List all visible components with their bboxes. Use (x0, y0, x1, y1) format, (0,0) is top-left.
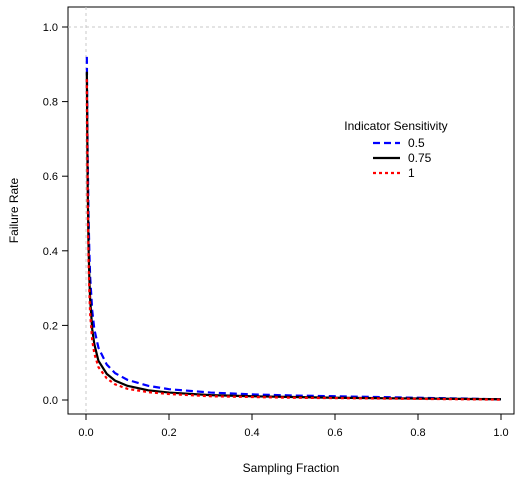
legend-label: 0.75 (408, 151, 432, 165)
y-tick-label: 0.6 (43, 171, 58, 183)
x-tick-label: 0.6 (327, 427, 342, 439)
legend: Indicator Sensitivity 0.50.751 (344, 119, 447, 180)
y-tick-label: 0.0 (43, 395, 58, 407)
y-tick-label: 1.0 (43, 22, 58, 34)
y-tick-label: 0.8 (43, 97, 58, 109)
y-axis-title: Failure Rate (7, 178, 21, 244)
reference-lines (68, 7, 514, 414)
legend-label: 1 (408, 166, 415, 180)
legend-entries: 0.50.751 (373, 136, 432, 180)
legend-title: Indicator Sensitivity (344, 119, 447, 133)
y-tick-label: 0.4 (43, 246, 58, 258)
series-line-0-5 (85, 56, 502, 401)
x-tick-label: 0.0 (78, 427, 93, 439)
x-tick-label: 0.2 (161, 427, 176, 439)
x-tick-label: 0.4 (244, 427, 259, 439)
y-tick-label: 0.2 (43, 320, 58, 332)
y-axis: 0.0 0.2 0.4 0.6 0.8 1.0 (43, 22, 68, 407)
x-tick-label: 0.8 (410, 427, 425, 439)
legend-label: 0.5 (408, 136, 425, 150)
series-line-1 (85, 79, 502, 401)
x-axis: 0.0 0.2 0.4 0.6 0.8 1.0 (78, 414, 509, 439)
x-axis-title: Sampling Fraction (243, 461, 340, 475)
x-tick-label: 1.0 (493, 427, 508, 439)
plot-frame (67, 6, 515, 415)
series-lines (85, 56, 502, 401)
